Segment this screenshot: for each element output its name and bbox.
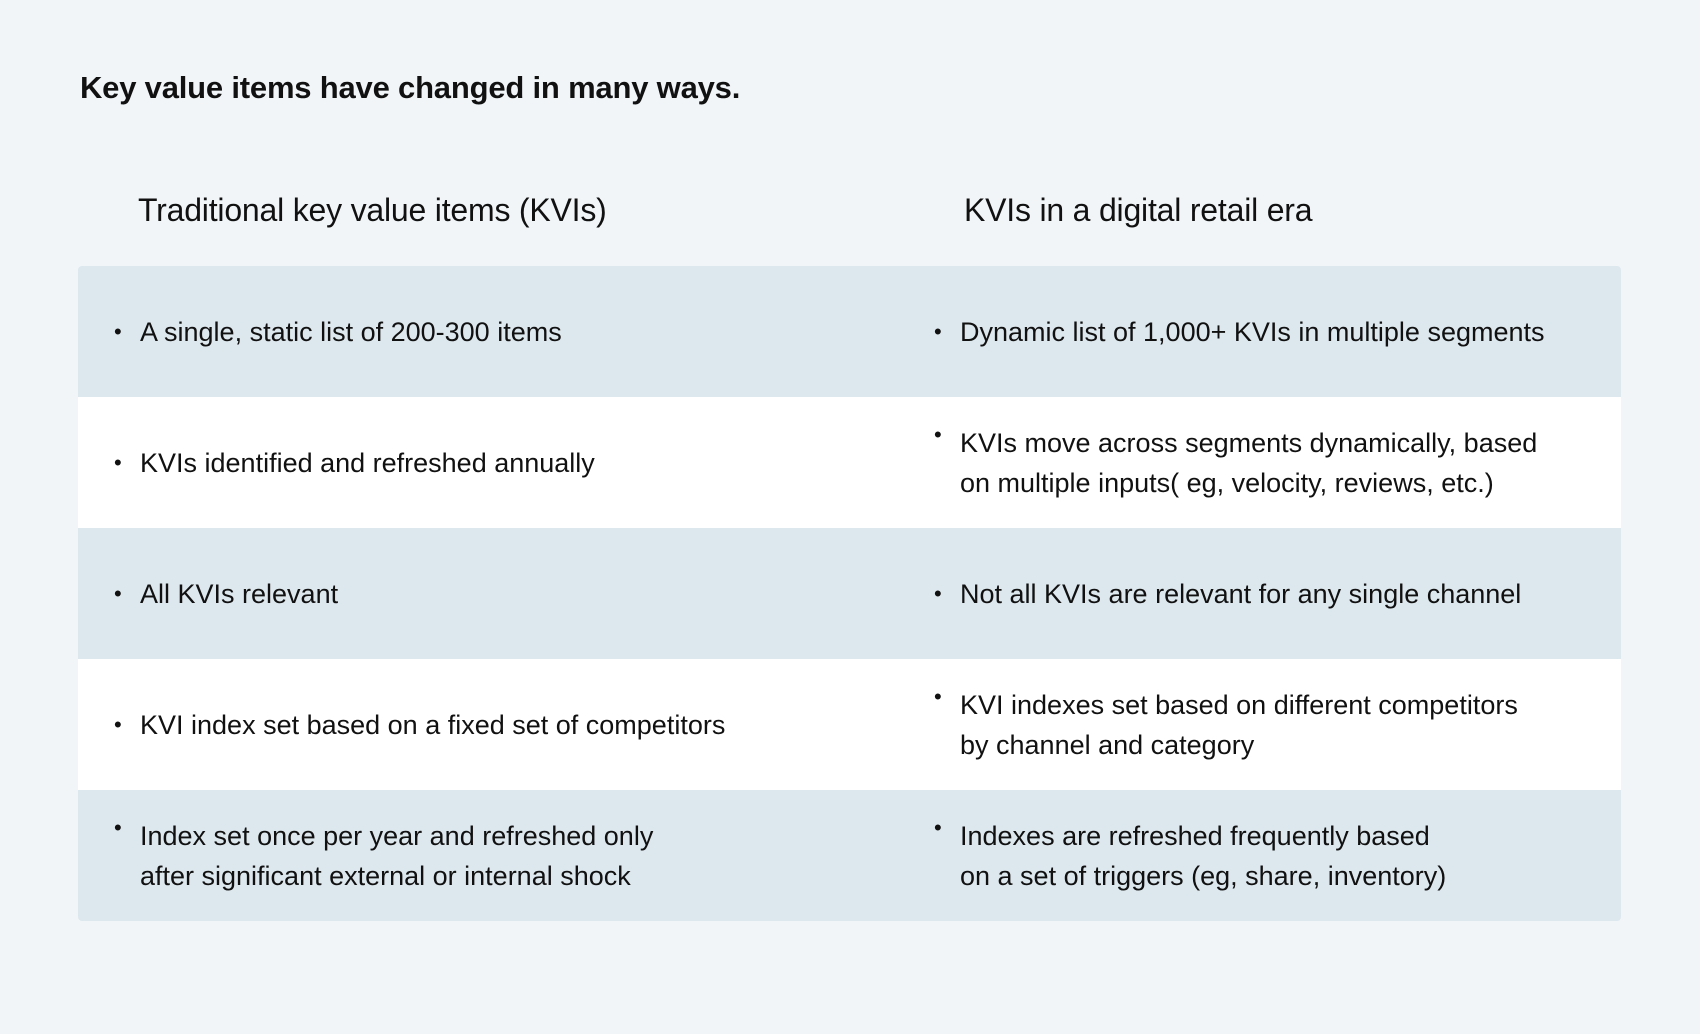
digital-cell: • Not all KVIs are relevant for any sing… bbox=[898, 528, 1621, 659]
digital-cell: • KVIs move across segments dynamically,… bbox=[898, 397, 1621, 528]
digital-text: KVIs move across segments dynamically, b… bbox=[960, 427, 1538, 498]
traditional-cell: • Index set once per year and refreshed … bbox=[78, 790, 898, 921]
bullet-icon: • bbox=[114, 815, 122, 840]
bullet-icon: • bbox=[114, 449, 122, 475]
traditional-cell: • A single, static list of 200-300 items bbox=[78, 266, 898, 397]
traditional-text: All KVIs relevant bbox=[140, 578, 339, 609]
digital-cell: • Indexes are refreshed frequently based… bbox=[898, 790, 1621, 921]
traditional-text: KVI index set based on a fixed set of co… bbox=[140, 709, 726, 740]
table-row: • KVI index set based on a fixed set of … bbox=[78, 659, 1621, 790]
column-heading-digital: KVIs in a digital retail era bbox=[964, 192, 1313, 228]
traditional-cell: • KVI index set based on a fixed set of … bbox=[78, 659, 898, 790]
digital-text: KVI indexes set based on different compe… bbox=[960, 689, 1518, 760]
bullet-icon: • bbox=[934, 684, 942, 709]
traditional-text: KVIs identified and refreshed annually bbox=[140, 447, 595, 478]
bullet-icon: • bbox=[114, 580, 122, 606]
digital-cell: • Dynamic list of 1,000+ KVIs in multipl… bbox=[898, 266, 1621, 397]
traditional-cell: • All KVIs relevant bbox=[78, 528, 898, 659]
digital-text: Dynamic list of 1,000+ KVIs in multiple … bbox=[960, 316, 1545, 347]
digital-text: Indexes are refreshed frequently based o… bbox=[960, 820, 1447, 891]
table-row: • All KVIs relevant • Not all KVIs are r… bbox=[78, 528, 1621, 659]
table-row: • KVIs identified and refreshed annually… bbox=[78, 397, 1621, 528]
comparison-table: • A single, static list of 200-300 items… bbox=[78, 266, 1621, 921]
bullet-icon: • bbox=[934, 815, 942, 840]
traditional-cell: • KVIs identified and refreshed annually bbox=[78, 397, 898, 528]
page-title: Key value items have changed in many way… bbox=[80, 70, 741, 105]
table-row: • Index set once per year and refreshed … bbox=[78, 790, 1621, 921]
bullet-icon: • bbox=[934, 422, 942, 447]
table-row: • A single, static list of 200-300 items… bbox=[78, 266, 1621, 397]
traditional-text: A single, static list of 200-300 items bbox=[140, 316, 562, 347]
digital-text: Not all KVIs are relevant for any single… bbox=[960, 578, 1522, 609]
bullet-icon: • bbox=[114, 711, 122, 737]
column-heading-traditional: Traditional key value items (KVIs) bbox=[138, 192, 607, 228]
traditional-text: Index set once per year and refreshed on… bbox=[140, 820, 654, 891]
bullet-icon: • bbox=[934, 580, 942, 606]
digital-cell: • KVI indexes set based on different com… bbox=[898, 659, 1621, 790]
bullet-icon: • bbox=[114, 318, 122, 344]
bullet-icon: • bbox=[934, 318, 942, 344]
